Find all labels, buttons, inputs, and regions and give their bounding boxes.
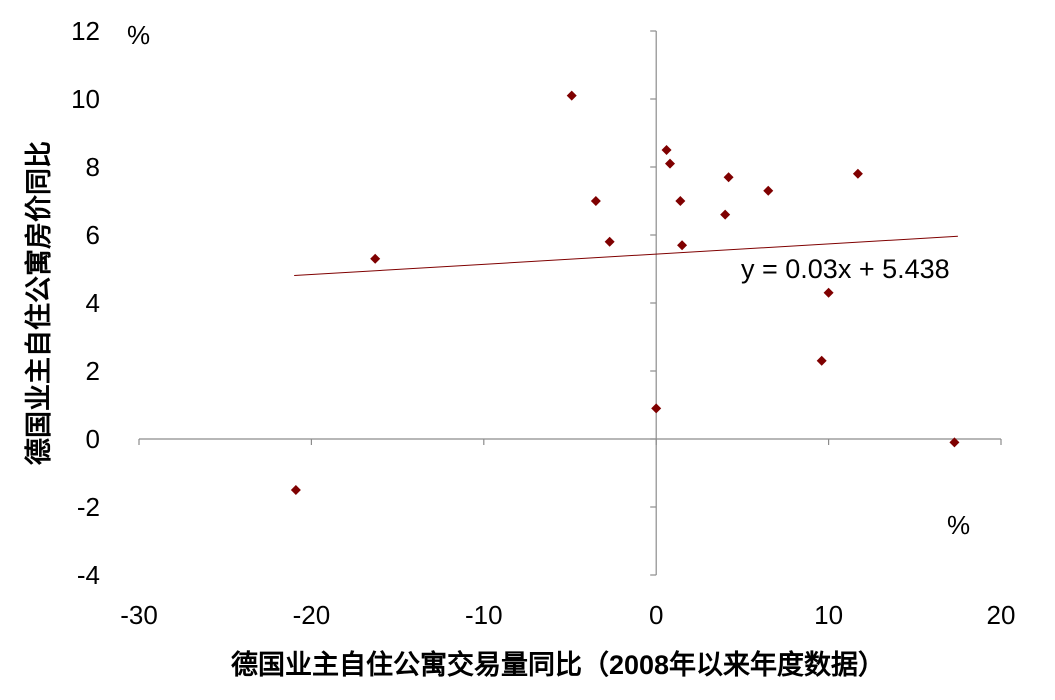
y-axis-title: 德国业主自住公寓房价同比	[23, 141, 54, 465]
scatter-point	[651, 403, 662, 414]
y-tick-label: 10	[71, 84, 100, 114]
y-tick-label: 8	[86, 152, 100, 182]
scatter-point	[675, 196, 686, 206]
y-tick-label: -2	[77, 492, 100, 522]
scatter-point	[852, 168, 863, 179]
scatter-point	[723, 172, 734, 183]
trendline	[294, 235, 958, 277]
scatter-point	[816, 355, 827, 366]
scatter-point	[290, 485, 301, 495]
scatter-point	[949, 437, 960, 448]
y-tick-label: 6	[86, 220, 100, 250]
y-unit-label: %	[127, 20, 150, 50]
scatter-point	[370, 253, 381, 264]
x-tick-label: -10	[465, 600, 503, 630]
scatter-point	[590, 196, 601, 206]
y-tick-label: 12	[71, 16, 100, 46]
y-tick-label: 4	[86, 288, 100, 318]
labels: % % y = 0.03x + 5.438 德国业主自住公寓交易量同比（2008…	[23, 20, 970, 680]
x-tick-label: 0	[649, 600, 663, 630]
trendline-group	[294, 235, 958, 277]
data-points	[290, 90, 960, 495]
x-tick-label: -20	[293, 600, 331, 630]
x-unit-label: %	[947, 510, 970, 540]
x-tick-label: -30	[120, 600, 158, 630]
x-tick-label: 10	[814, 600, 843, 630]
x-tick-label: 20	[987, 600, 1016, 630]
x-axis-title: 德国业主自住公寓交易量同比（2008年以来年度数据）	[231, 649, 885, 680]
scatter-point	[566, 90, 577, 101]
scatter-point	[763, 185, 774, 196]
scatter-point	[677, 240, 688, 251]
scatter-point	[720, 209, 731, 220]
y-tick-label: -4	[77, 560, 100, 590]
scatter-point	[604, 236, 615, 247]
scatter-point	[823, 287, 834, 298]
scatter-point	[661, 145, 672, 155]
scatter-point	[664, 158, 675, 169]
y-tick-label: 2	[86, 356, 100, 386]
y-tick-label: 0	[86, 424, 100, 454]
trendline-equation: y = 0.03x + 5.438	[741, 254, 950, 284]
